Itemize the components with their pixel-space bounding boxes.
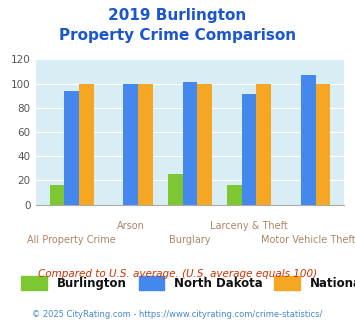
Text: 2019 Burlington: 2019 Burlington (108, 8, 247, 23)
Bar (301, 75, 316, 205)
Bar (138, 83, 153, 205)
Text: Motor Vehicle Theft: Motor Vehicle Theft (261, 235, 355, 245)
Bar (316, 83, 330, 205)
Bar (79, 83, 94, 205)
Bar (256, 83, 271, 205)
Legend: Burlington, North Dakota, National: Burlington, North Dakota, National (17, 272, 355, 295)
Text: All Property Crime: All Property Crime (27, 235, 116, 245)
Text: Arson: Arson (117, 221, 145, 231)
Text: © 2025 CityRating.com - https://www.cityrating.com/crime-statistics/: © 2025 CityRating.com - https://www.city… (32, 310, 323, 319)
Bar (50, 185, 64, 205)
Bar (168, 174, 182, 205)
Bar (182, 82, 197, 205)
Bar (227, 185, 242, 205)
Text: Property Crime Comparison: Property Crime Comparison (59, 28, 296, 43)
Text: Burglary: Burglary (169, 235, 211, 245)
Bar (242, 94, 256, 205)
Text: Larceny & Theft: Larceny & Theft (210, 221, 288, 231)
Bar (64, 91, 79, 205)
Text: Compared to U.S. average. (U.S. average equals 100): Compared to U.S. average. (U.S. average … (38, 269, 317, 279)
Bar (197, 83, 212, 205)
Bar (124, 83, 138, 205)
